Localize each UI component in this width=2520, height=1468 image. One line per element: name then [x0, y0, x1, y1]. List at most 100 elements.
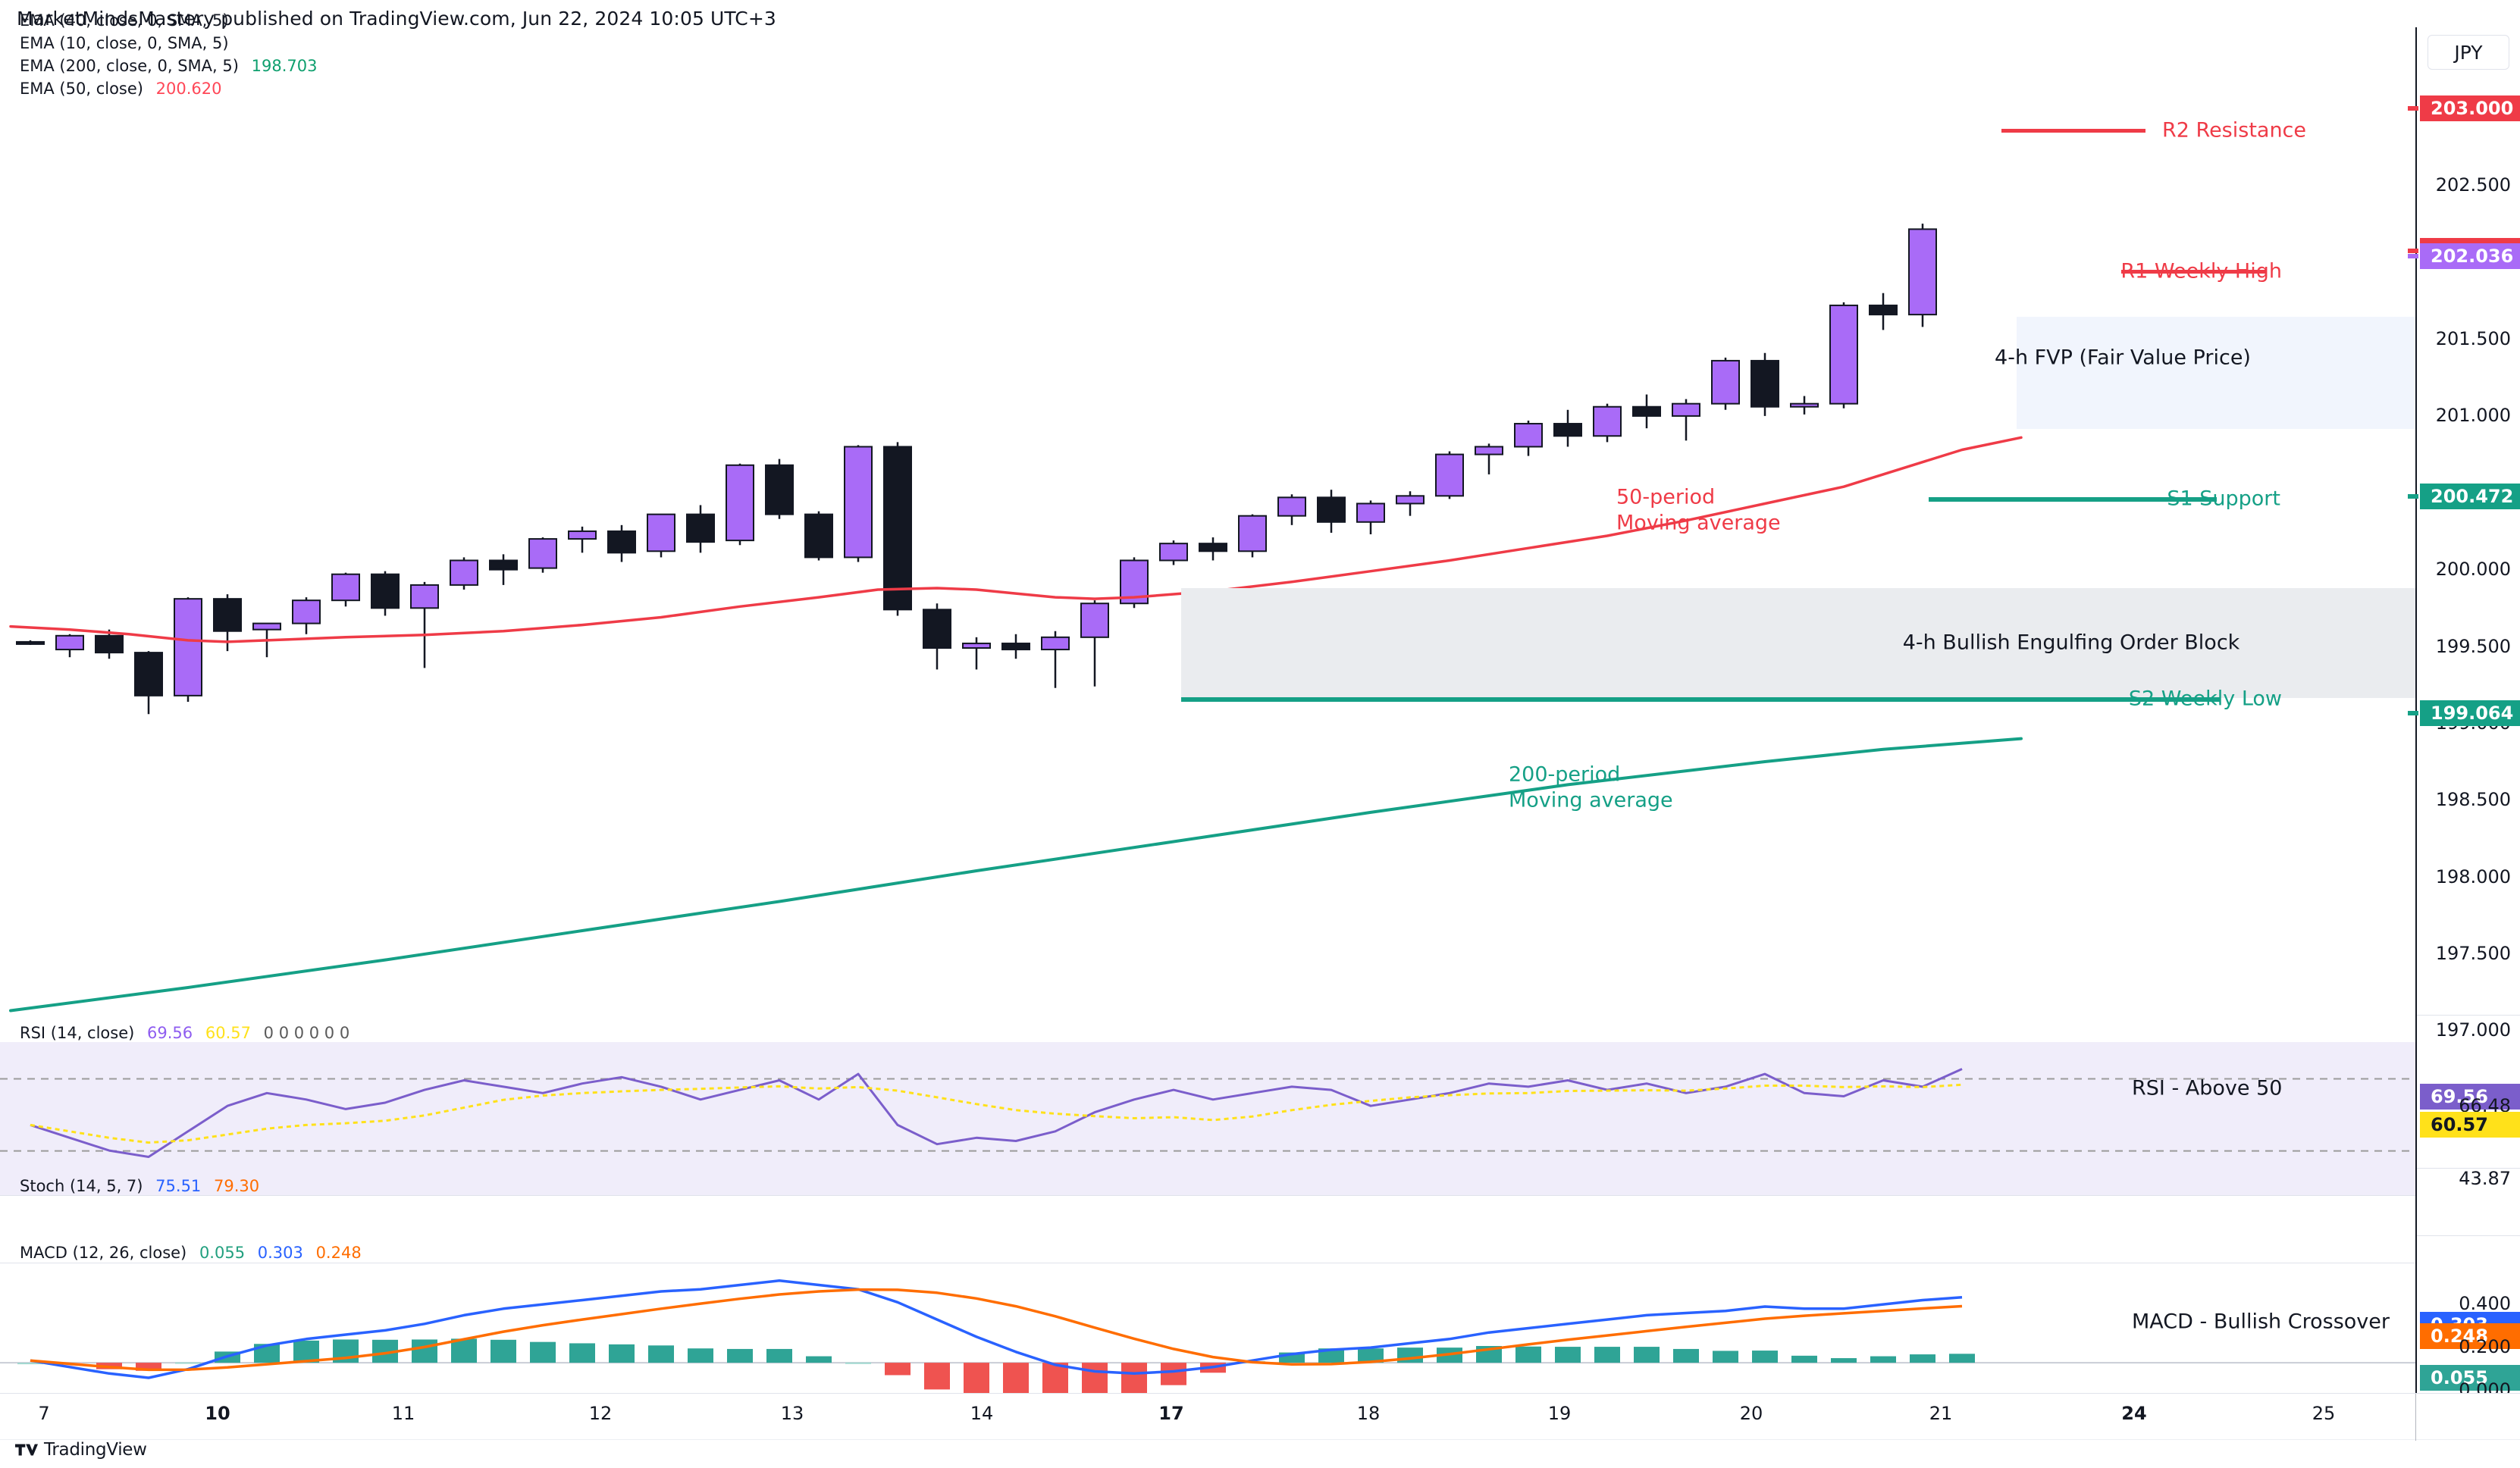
macd-histogram-bar: [293, 1340, 319, 1363]
time-tick-12: 12: [588, 1403, 613, 1424]
time-tick-24: 24: [2121, 1403, 2147, 1424]
legend-row-ema50: EMA (50, close) 200.620: [20, 77, 317, 100]
stoch-legend[interactable]: Stoch (14, 5, 7) 75.51 79.30: [20, 1175, 259, 1197]
legend-row-ema40: EMA (40, close, 0, SMA, 5): [20, 9, 317, 32]
macd-histogram-bar: [648, 1345, 674, 1363]
s2-weekly-low-price[interactable]: 199.064: [2420, 700, 2520, 726]
candle: [371, 571, 400, 616]
annotation-fvp: 4-h FVP (Fair Value Price): [1995, 346, 2251, 370]
macd-histogram-bar: [609, 1344, 635, 1363]
r1-weekly-high-line: [2121, 270, 2265, 274]
candle: [844, 445, 873, 562]
time-tick-18: 18: [1356, 1403, 1381, 1424]
macd-histogram-bar: [1121, 1363, 1147, 1398]
candle: [1751, 352, 1779, 416]
legend-rsi-label: RSI (14, close): [20, 1024, 135, 1042]
macd-histogram-bar: [1870, 1356, 1896, 1363]
main-chart-legend[interactable]: EMA (40, close, 0, SMA, 5) EMA (10, clos…: [20, 9, 317, 100]
annotation-macd-note: MACD - Bullish Crossover: [2132, 1310, 2390, 1334]
ma200-line: [9, 737, 2023, 1013]
macd-histogram-bar: [845, 1362, 871, 1364]
macd-histogram-bar: [412, 1339, 437, 1363]
legend-rsi-signal-value: 60.57: [205, 1024, 251, 1042]
candle: [16, 640, 45, 645]
macd-histogram-bar: [1358, 1348, 1384, 1363]
s1-support-price[interactable]: 200.472: [2420, 484, 2520, 510]
s1-support-price-stub: [2408, 494, 2418, 499]
r2-resistance-price[interactable]: 203.000: [2420, 95, 2520, 121]
macd-histogram-bar: [17, 1363, 43, 1365]
candle: [962, 637, 991, 670]
macd-series-layer: [0, 1279, 2415, 1412]
legend-row-ema200: EMA (200, close, 0, SMA, 5) 198.703: [20, 55, 317, 77]
macd-histogram-bar: [1673, 1348, 1699, 1363]
candle: [1356, 500, 1385, 534]
macd-histogram-bar: [1949, 1354, 1975, 1363]
price-tick-201-000: 201.000: [2435, 405, 2511, 427]
macd-histogram-bar: [1594, 1347, 1620, 1363]
r1-weekly-high-price-stub: [2408, 249, 2418, 254]
legend-macd-label: MACD (12, 26, close): [20, 1244, 187, 1262]
macd-histogram-bar: [766, 1348, 792, 1363]
last-price[interactable]: 202.036: [2420, 243, 2520, 270]
legend-stoch-k-value: 75.51: [155, 1177, 202, 1195]
macd-tick-0-248[interactable]: 0.248: [2420, 1323, 2520, 1350]
tradingview-brand-text: TradingView: [44, 1440, 147, 1460]
candle: [607, 524, 636, 562]
legend-rsi-na-values: 0 0 0 0 0 0: [263, 1024, 350, 1042]
legend-row-ema10: EMA (10, close, 0, SMA, 5): [20, 32, 317, 55]
axis-separator-macd: [2417, 1235, 2520, 1236]
time-tick-14: 14: [970, 1403, 994, 1424]
annotation-rsi-note: RSI - Above 50: [2132, 1076, 2283, 1100]
price-tick-202-500: 202.500: [2435, 174, 2511, 196]
legend-stoch-d-value: 79.30: [213, 1177, 260, 1195]
annotation-r2-resistance: R2 Resistance: [2162, 118, 2307, 142]
candle: [1869, 293, 1898, 330]
macd-histogram-bar: [175, 1362, 201, 1364]
annotation-s1-support: S1 Support: [2167, 487, 2280, 511]
candle: [568, 526, 597, 553]
tradingview-watermark: TradingView: [15, 1440, 147, 1460]
legend-ema50-value: 200.620: [155, 80, 222, 98]
candle: [1238, 514, 1267, 558]
candle: [55, 634, 84, 658]
macd-histogram-bar: [491, 1339, 516, 1363]
time-tick-21: 21: [1929, 1403, 1953, 1424]
rsi-legend[interactable]: RSI (14, close) 69.56 60.57 0 0 0 0 0 0: [20, 1022, 349, 1044]
rsi-tick-69-56[interactable]: 69.56: [2420, 1083, 2520, 1110]
time-tick-13: 13: [780, 1403, 804, 1424]
candle: [1396, 491, 1425, 516]
currency-chip[interactable]: JPY: [2428, 35, 2509, 70]
price-axis[interactable]: JPY 203.000202.500202.000201.500201.0002…: [2408, 27, 2520, 1401]
legend-ema200-value: 198.703: [251, 57, 318, 75]
macd-histogram-bar: [1161, 1363, 1186, 1385]
panel-separator-stoch: [0, 1195, 2415, 1196]
macd-histogram-bar: [924, 1363, 950, 1390]
candle: [1199, 537, 1227, 561]
last-price-stub: [2408, 254, 2418, 259]
macd-legend[interactable]: MACD (12, 26, close) 0.055 0.303 0.248: [20, 1241, 362, 1264]
macd-histogram-bar: [1555, 1347, 1581, 1363]
time-tick-7: 7: [38, 1403, 50, 1424]
chart-plot-area[interactable]: R2 Resistance R1 Weekly High 4-h FVP (Fa…: [0, 27, 2415, 1412]
macd-tick-0-055[interactable]: 0.055: [2420, 1365, 2520, 1391]
fvp-zone: [2017, 317, 2415, 429]
rsi-tick-60-57[interactable]: 60.57: [2420, 1112, 2520, 1138]
macd-histogram-bar: [1910, 1354, 1935, 1363]
price-tick-197-000: 197.000: [2435, 1019, 2511, 1041]
rsi-series-layer: [0, 1068, 2415, 1158]
price-tick-199-500: 199.500: [2435, 635, 2511, 657]
candle: [923, 603, 951, 670]
annotation-r1-weekly-high: R1 Weekly High: [2120, 259, 2282, 283]
candle: [174, 597, 202, 702]
candle: [1041, 631, 1070, 688]
r2-resistance-price-stub: [2408, 105, 2418, 111]
macd-histogram-bar: [451, 1338, 477, 1363]
macd-histogram-bar: [1791, 1355, 1817, 1363]
time-axis[interactable]: 7 10 11 12 13 14 17 18 19 20 21 24 25: [0, 1393, 2520, 1441]
legend-rsi-value: 69.56: [147, 1024, 193, 1042]
candle: [1672, 399, 1700, 441]
candle: [489, 554, 518, 585]
macd-histogram-bar: [806, 1356, 832, 1363]
macd-tick-0-400: 0.400: [2459, 1293, 2511, 1315]
